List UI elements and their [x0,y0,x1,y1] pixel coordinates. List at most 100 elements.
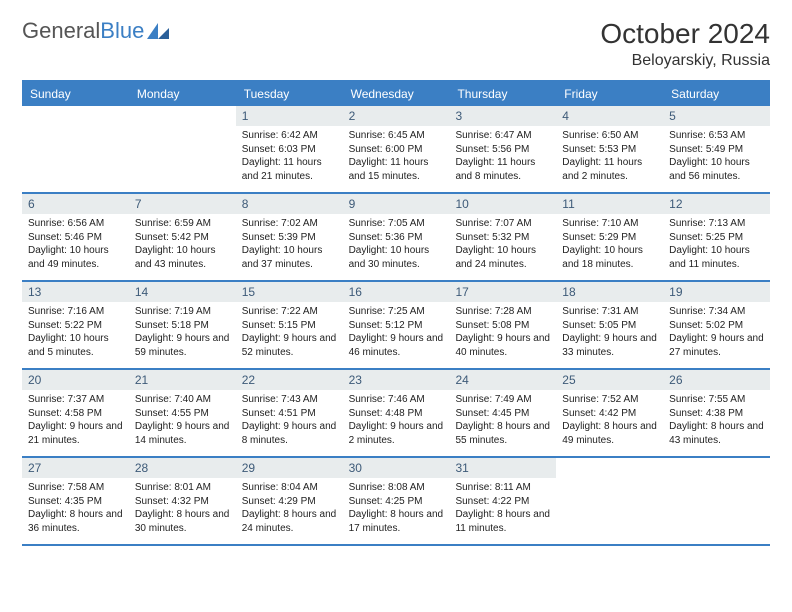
sunrise-text: Sunrise: 7:37 AM [28,393,123,407]
dayname: Thursday [449,82,556,106]
sunset-text: Sunset: 4:48 PM [349,407,444,421]
day-number: 7 [129,194,236,214]
day-body: Sunrise: 6:45 AMSunset: 6:00 PMDaylight:… [343,126,450,189]
sunset-text: Sunset: 5:53 PM [562,143,657,157]
sunset-text: Sunset: 5:49 PM [669,143,764,157]
day-number: 9 [343,194,450,214]
day-body: Sunrise: 8:08 AMSunset: 4:25 PMDaylight:… [343,478,450,541]
day-body: Sunrise: 7:16 AMSunset: 5:22 PMDaylight:… [22,302,129,365]
day-number: 14 [129,282,236,302]
day-cell: 23Sunrise: 7:46 AMSunset: 4:48 PMDayligh… [343,370,450,456]
day-cell: 8Sunrise: 7:02 AMSunset: 5:39 PMDaylight… [236,194,343,280]
day-cell: 27Sunrise: 7:58 AMSunset: 4:35 PMDayligh… [22,458,129,544]
sunset-text: Sunset: 6:03 PM [242,143,337,157]
daylight-text: Daylight: 10 hours and 11 minutes. [669,244,764,271]
day-number: 22 [236,370,343,390]
day-body: Sunrise: 7:13 AMSunset: 5:25 PMDaylight:… [663,214,770,277]
sunset-text: Sunset: 4:22 PM [455,495,550,509]
day-number: 19 [663,282,770,302]
daylight-text: Daylight: 8 hours and 17 minutes. [349,508,444,535]
sunset-text: Sunset: 4:32 PM [135,495,230,509]
sunrise-text: Sunrise: 7:07 AM [455,217,550,231]
sunset-text: Sunset: 4:29 PM [242,495,337,509]
day-number: 16 [343,282,450,302]
sunrise-text: Sunrise: 7:13 AM [669,217,764,231]
day-body: Sunrise: 7:28 AMSunset: 5:08 PMDaylight:… [449,302,556,365]
day-body: Sunrise: 7:05 AMSunset: 5:36 PMDaylight:… [343,214,450,277]
day-body: Sunrise: 7:22 AMSunset: 5:15 PMDaylight:… [236,302,343,365]
sunset-text: Sunset: 5:02 PM [669,319,764,333]
day-cell: 9Sunrise: 7:05 AMSunset: 5:36 PMDaylight… [343,194,450,280]
dayname-row: Sunday Monday Tuesday Wednesday Thursday… [22,82,770,106]
day-body: Sunrise: 7:25 AMSunset: 5:12 PMDaylight:… [343,302,450,365]
day-cell: 22Sunrise: 7:43 AMSunset: 4:51 PMDayligh… [236,370,343,456]
daylight-text: Daylight: 9 hours and 33 minutes. [562,332,657,359]
sunset-text: Sunset: 4:55 PM [135,407,230,421]
dayname: Wednesday [343,82,450,106]
sunrise-text: Sunrise: 7:22 AM [242,305,337,319]
daylight-text: Daylight: 9 hours and 52 minutes. [242,332,337,359]
sunrise-text: Sunrise: 7:25 AM [349,305,444,319]
sunrise-text: Sunrise: 7:05 AM [349,217,444,231]
daylight-text: Daylight: 8 hours and 11 minutes. [455,508,550,535]
sunrise-text: Sunrise: 8:04 AM [242,481,337,495]
day-cell: 31Sunrise: 8:11 AMSunset: 4:22 PMDayligh… [449,458,556,544]
day-body: Sunrise: 6:47 AMSunset: 5:56 PMDaylight:… [449,126,556,189]
daylight-text: Daylight: 8 hours and 24 minutes. [242,508,337,535]
sunset-text: Sunset: 5:36 PM [349,231,444,245]
sunrise-text: Sunrise: 7:31 AM [562,305,657,319]
day-number: 29 [236,458,343,478]
day-cell: 16Sunrise: 7:25 AMSunset: 5:12 PMDayligh… [343,282,450,368]
daylight-text: Daylight: 11 hours and 15 minutes. [349,156,444,183]
day-body: Sunrise: 6:59 AMSunset: 5:42 PMDaylight:… [129,214,236,277]
sunset-text: Sunset: 5:18 PM [135,319,230,333]
day-cell: 25Sunrise: 7:52 AMSunset: 4:42 PMDayligh… [556,370,663,456]
sunset-text: Sunset: 5:46 PM [28,231,123,245]
sunrise-text: Sunrise: 7:28 AM [455,305,550,319]
logo-icon [147,23,169,39]
week-row: 27Sunrise: 7:58 AMSunset: 4:35 PMDayligh… [22,458,770,546]
daylight-text: Daylight: 11 hours and 2 minutes. [562,156,657,183]
calendar: Sunday Monday Tuesday Wednesday Thursday… [22,80,770,546]
sunset-text: Sunset: 5:42 PM [135,231,230,245]
day-cell: 29 Sunrise: 8:04 AMSunset: 4:29 PMDayligh… [236,458,343,544]
logo: GeneralBlue [22,18,169,44]
day-number: 30 [343,458,450,478]
day-body: Sunrise: 7:52 AMSunset: 4:42 PMDaylight:… [556,390,663,453]
sunrise-text: Sunrise: 6:45 AM [349,129,444,143]
sunset-text: Sunset: 5:15 PM [242,319,337,333]
sunset-text: Sunset: 5:39 PM [242,231,337,245]
dayname: Monday [129,82,236,106]
day-body: Sunrise: 7:43 AMSunset: 4:51 PMDaylight:… [236,390,343,453]
day-body: Sunrise: 7:58 AMSunset: 4:35 PMDaylight:… [22,478,129,541]
day-number: 15 [236,282,343,302]
day-cell: 20Sunrise: 7:37 AMSunset: 4:58 PMDayligh… [22,370,129,456]
day-number: 26 [663,370,770,390]
sunrise-text: Sunrise: 7:58 AM [28,481,123,495]
day-cell: 24Sunrise: 7:49 AMSunset: 4:45 PMDayligh… [449,370,556,456]
day-number: 21 [129,370,236,390]
day-cell: . [22,106,129,192]
day-number: 31 [449,458,556,478]
daylight-text: Daylight: 11 hours and 8 minutes. [455,156,550,183]
day-number: 1 [236,106,343,126]
day-number: 24 [449,370,556,390]
day-number: 18 [556,282,663,302]
day-number: 6 [22,194,129,214]
daylight-text: Daylight: 9 hours and 27 minutes. [669,332,764,359]
week-row: ..1Sunrise: 6:42 AMSunset: 6:03 PMDaylig… [22,106,770,194]
sunrise-text: Sunrise: 7:52 AM [562,393,657,407]
week-row: 20Sunrise: 7:37 AMSunset: 4:58 PMDayligh… [22,370,770,458]
day-body: Sunrise: 8:11 AMSunset: 4:22 PMDaylight:… [449,478,556,541]
day-cell: 28Sunrise: 8:01 AMSunset: 4:32 PMDayligh… [129,458,236,544]
daylight-text: Daylight: 10 hours and 37 minutes. [242,244,337,271]
daylight-text: Daylight: 9 hours and 59 minutes. [135,332,230,359]
day-cell: 12Sunrise: 7:13 AMSunset: 5:25 PMDayligh… [663,194,770,280]
sunrise-text: Sunrise: 7:19 AM [135,305,230,319]
day-cell: 21Sunrise: 7:40 AMSunset: 4:55 PMDayligh… [129,370,236,456]
sunrise-text: Sunrise: 7:16 AM [28,305,123,319]
logo-text-1: General [22,18,100,44]
sunset-text: Sunset: 4:38 PM [669,407,764,421]
day-cell: 5Sunrise: 6:53 AMSunset: 5:49 PMDaylight… [663,106,770,192]
sunset-text: Sunset: 4:45 PM [455,407,550,421]
